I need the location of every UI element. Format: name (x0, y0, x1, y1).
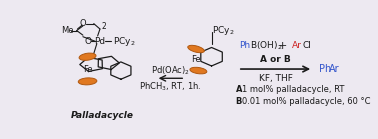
Text: B(OH)$_2$: B(OH)$_2$ (249, 40, 282, 52)
Text: PhCH$_3$, RT, 1h.: PhCH$_3$, RT, 1h. (139, 80, 202, 93)
Ellipse shape (79, 53, 96, 60)
Text: +: + (278, 41, 288, 51)
Text: KF, THF: KF, THF (259, 74, 293, 83)
Ellipse shape (190, 67, 207, 74)
Text: Palladacycle: Palladacycle (71, 111, 133, 120)
Ellipse shape (188, 45, 204, 53)
Text: Pd: Pd (94, 37, 105, 46)
Text: 0.01 mol% palladacycle, 60 °C: 0.01 mol% palladacycle, 60 °C (242, 97, 370, 106)
Text: Ar: Ar (292, 41, 302, 50)
Ellipse shape (78, 78, 97, 85)
Text: A or B: A or B (260, 55, 291, 64)
Text: O: O (84, 37, 91, 46)
Text: O: O (80, 19, 86, 28)
Text: B: B (235, 97, 242, 106)
Text: 1 mol% palladacycle, RT: 1 mol% palladacycle, RT (242, 85, 344, 94)
Text: PCy$_2$: PCy$_2$ (212, 24, 234, 37)
Text: 2: 2 (102, 22, 106, 31)
Text: A: A (235, 85, 242, 94)
Text: Ar: Ar (329, 64, 340, 74)
Text: Fe: Fe (191, 55, 201, 64)
Text: Ph: Ph (319, 64, 332, 74)
Text: Ph: Ph (239, 41, 251, 50)
Text: PCy$_2$: PCy$_2$ (113, 35, 136, 48)
Text: Fe: Fe (83, 64, 92, 74)
Text: Pd(OAc)$_2$: Pd(OAc)$_2$ (151, 64, 190, 77)
Text: Me: Me (61, 26, 74, 35)
Text: Cl: Cl (302, 41, 311, 50)
